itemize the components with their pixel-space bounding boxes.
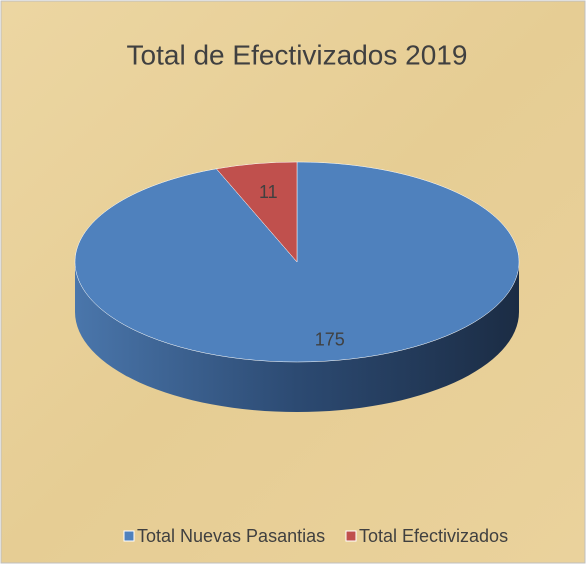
pie-slice <box>215 161 298 263</box>
legend-label: Total Efectivizados <box>359 526 508 546</box>
data-label: 11 <box>259 182 278 202</box>
data-label: 175 <box>315 329 345 349</box>
legend-label: Total Nuevas Pasantias <box>137 526 325 546</box>
legend-swatch <box>345 530 357 542</box>
chart-title: Total de Efectivizados 2019 <box>127 39 468 70</box>
pie-side <box>75 262 519 412</box>
legend-swatch <box>123 530 135 542</box>
